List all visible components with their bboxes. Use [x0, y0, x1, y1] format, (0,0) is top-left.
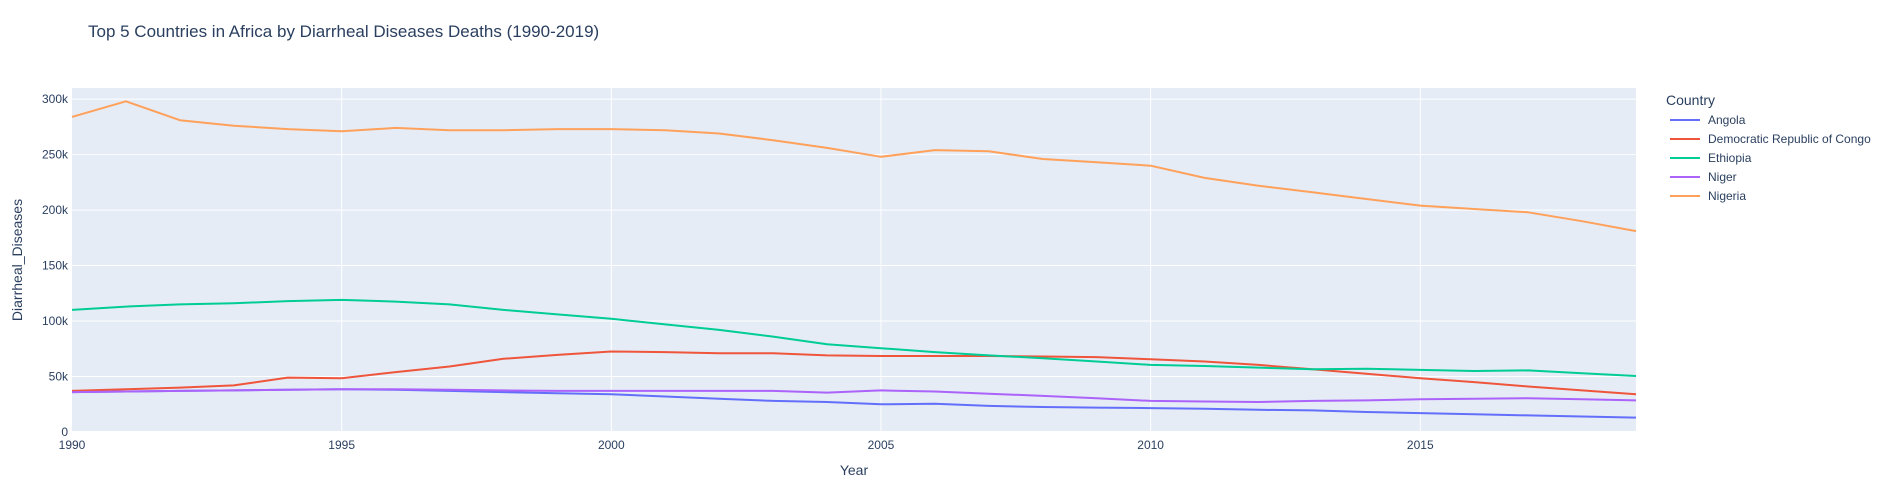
y-tick-label: 100k	[42, 314, 69, 328]
y-tick-label: 300k	[42, 92, 69, 106]
x-axis-ticks: 1990 1995 2000 2005 2010 2015	[59, 438, 1434, 452]
y-tick-label: 50k	[49, 370, 69, 384]
legend-label: Ethiopia	[1708, 151, 1752, 165]
grid	[72, 88, 1636, 433]
x-tick-label: 2005	[868, 438, 895, 452]
y-tick-label: 200k	[42, 203, 69, 217]
y-tick-label: 150k	[42, 259, 69, 273]
series-line	[71, 100, 1637, 233]
x-tick-label: 1995	[328, 438, 355, 452]
legend-items[interactable]: Angola Democratic Republic of Congo Ethiop…	[1670, 113, 1871, 203]
y-axis-title: Diarrheal_Diseases	[9, 199, 25, 321]
legend-label: Angola	[1708, 113, 1746, 127]
y-tick-label: 0	[61, 425, 68, 439]
plot-background	[72, 88, 1636, 432]
legend-item[interactable]: Angola	[1670, 113, 1746, 127]
legend-item[interactable]: Niger	[1670, 170, 1737, 184]
series-line	[71, 298, 1637, 377]
legend-label: Niger	[1708, 170, 1737, 184]
series-lines	[71, 100, 1637, 419]
chart-title: Top 5 Countries in Africa by Diarrheal D…	[88, 22, 599, 41]
x-tick-label: 2010	[1137, 438, 1164, 452]
legend-label: Nigeria	[1708, 189, 1746, 203]
series-line	[71, 350, 1637, 396]
legend-item[interactable]: Ethiopia	[1670, 151, 1752, 165]
legend-item[interactable]: Democratic Republic of Congo	[1670, 132, 1871, 146]
legend-item[interactable]: Nigeria	[1670, 189, 1746, 203]
x-tick-label: 2015	[1407, 438, 1434, 452]
legend-label: Democratic Republic of Congo	[1708, 132, 1871, 146]
x-tick-label: 1990	[59, 438, 86, 452]
legend-title: Country	[1666, 92, 1715, 108]
x-tick-label: 2000	[598, 438, 625, 452]
y-axis-ticks: 0 50k 100k 150k 200k 250k 300k	[42, 92, 69, 439]
series-line	[71, 388, 1637, 403]
legend[interactable]: Country Angola Democratic Republic of Con…	[1666, 92, 1871, 203]
y-tick-label: 250k	[42, 148, 69, 162]
x-axis-title: Year	[840, 462, 869, 478]
